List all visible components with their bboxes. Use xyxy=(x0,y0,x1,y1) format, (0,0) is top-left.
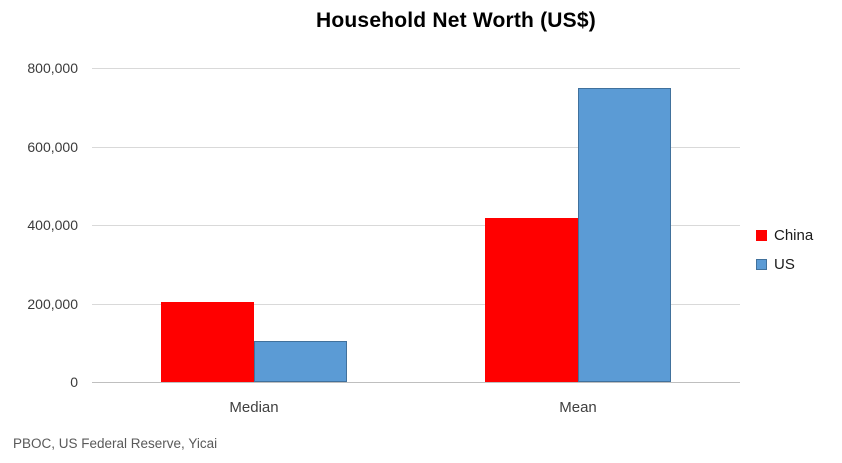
legend-item-us: US xyxy=(756,257,813,272)
y-axis-tick-label: 600,000 xyxy=(27,139,78,155)
legend-label: US xyxy=(774,256,795,273)
gridline xyxy=(92,225,740,226)
y-axis-tick-label: 0 xyxy=(70,374,78,390)
x-axis-category-label: Mean xyxy=(559,399,597,416)
legend-label: China xyxy=(774,227,814,244)
chart-title: Household Net Worth (US$) xyxy=(316,9,596,32)
gridline xyxy=(92,304,740,305)
bar-us-mean xyxy=(578,88,671,382)
y-axis-tick-label: 200,000 xyxy=(27,296,78,312)
y-axis-tick-label: 400,000 xyxy=(27,217,78,233)
gridline xyxy=(92,68,740,69)
x-axis-line xyxy=(92,382,740,383)
bar-us-median xyxy=(254,341,347,382)
legend-item-china: China xyxy=(756,228,813,243)
legend-swatch-us xyxy=(756,259,767,270)
bar-china-median xyxy=(161,302,254,382)
gridline xyxy=(92,147,740,148)
bar-china-mean xyxy=(485,218,578,382)
source-note: PBOC, US Federal Reserve, Yicai xyxy=(13,436,218,451)
legend-swatch-china xyxy=(756,230,767,241)
x-axis-category-label: Median xyxy=(229,399,279,416)
legend: China US xyxy=(756,228,813,286)
y-axis-tick-label: 800,000 xyxy=(27,60,78,76)
